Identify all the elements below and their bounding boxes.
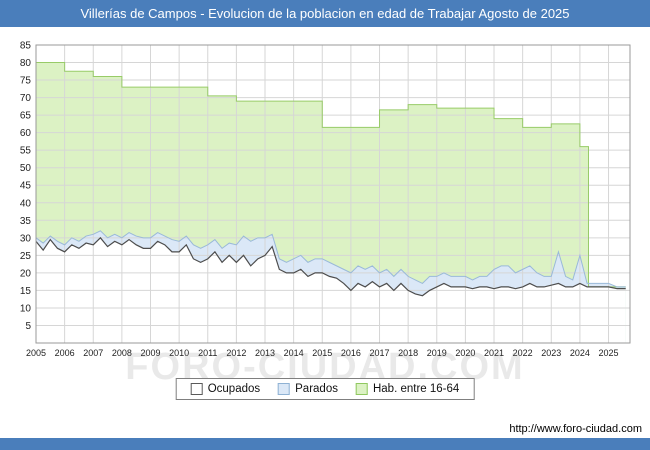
chart-legend: Ocupados Parados Hab. entre 16-64 <box>175 378 475 400</box>
svg-text:2017: 2017 <box>370 348 390 358</box>
svg-text:2005: 2005 <box>26 348 46 358</box>
parados-swatch-icon <box>278 383 291 395</box>
svg-text:75: 75 <box>20 76 32 87</box>
svg-text:2014: 2014 <box>284 348 304 358</box>
legend-item-parados: Parados <box>278 383 338 395</box>
svg-text:2022: 2022 <box>513 348 533 358</box>
svg-text:2018: 2018 <box>398 348 418 358</box>
header-bar: Villerías de Campos - Evolucion de la po… <box>0 0 650 27</box>
svg-text:85: 85 <box>20 41 32 52</box>
svg-text:80: 80 <box>20 58 32 69</box>
svg-text:20: 20 <box>20 268 32 279</box>
legend-label-hab-16-64: Hab. entre 16-64 <box>372 383 460 395</box>
svg-text:60: 60 <box>20 128 32 139</box>
svg-text:2011: 2011 <box>198 348 217 358</box>
site-url-link[interactable]: http://www.foro-ciudad.com <box>509 423 642 435</box>
svg-text:2010: 2010 <box>169 348 189 358</box>
svg-text:2020: 2020 <box>455 348 475 358</box>
svg-text:2013: 2013 <box>255 348 275 358</box>
svg-text:5: 5 <box>25 321 31 332</box>
svg-text:70: 70 <box>20 93 32 104</box>
svg-text:30: 30 <box>20 233 32 244</box>
svg-text:65: 65 <box>20 111 32 122</box>
svg-text:2025: 2025 <box>599 348 619 358</box>
svg-text:10: 10 <box>20 303 32 314</box>
svg-text:2016: 2016 <box>341 348 361 358</box>
legend-label-ocupados: Ocupados <box>207 383 261 395</box>
svg-text:2024: 2024 <box>570 348 590 358</box>
svg-text:50: 50 <box>20 163 32 174</box>
svg-text:55: 55 <box>20 146 32 157</box>
svg-text:2015: 2015 <box>312 348 332 358</box>
svg-text:40: 40 <box>20 198 32 209</box>
page-title: Villerías de Campos - Evolucion de la po… <box>80 6 570 21</box>
footer-bar <box>0 438 650 450</box>
svg-text:2008: 2008 <box>112 348 132 358</box>
legend-label-parados: Parados <box>295 383 338 395</box>
legend-item-ocupados: Ocupados <box>190 383 261 395</box>
svg-text:2007: 2007 <box>83 348 103 358</box>
svg-text:2012: 2012 <box>226 348 246 358</box>
svg-text:2009: 2009 <box>140 348 160 358</box>
hab-16-64-swatch-icon <box>355 383 368 395</box>
ocupados-swatch-icon <box>190 383 203 395</box>
svg-text:2021: 2021 <box>484 348 504 358</box>
svg-text:2006: 2006 <box>55 348 75 358</box>
svg-text:45: 45 <box>20 181 32 192</box>
svg-text:25: 25 <box>20 251 32 262</box>
svg-text:2023: 2023 <box>541 348 561 358</box>
svg-text:15: 15 <box>20 286 32 297</box>
svg-text:2019: 2019 <box>427 348 447 358</box>
svg-text:35: 35 <box>20 216 32 227</box>
legend-item-hab-16-64: Hab. entre 16-64 <box>355 383 460 395</box>
